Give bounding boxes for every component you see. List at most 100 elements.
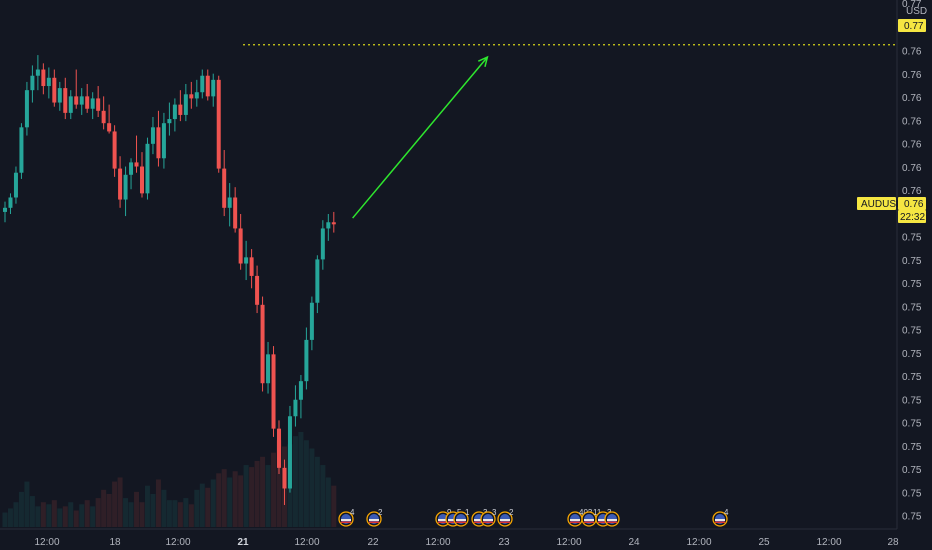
candle-body[interactable] <box>107 123 112 132</box>
candle-body[interactable] <box>123 174 128 200</box>
candle-body[interactable] <box>293 399 298 417</box>
time-axis[interactable]: 12:00 18 12:00 21 12:00 22 12:00 23 12:00 24 12:00… <box>34 537 899 548</box>
candle-body[interactable] <box>150 127 155 144</box>
price-axis-label: 0.75 <box>902 372 922 383</box>
candle-body[interactable] <box>46 77 51 87</box>
candle-body[interactable] <box>200 75 205 93</box>
time-axis-label: 12:00 <box>294 537 319 548</box>
candle-body[interactable] <box>233 197 238 229</box>
candle-body[interactable] <box>24 90 29 128</box>
candle-body[interactable] <box>3 207 7 212</box>
candle-body[interactable] <box>41 69 46 87</box>
price-axis-label: 0.75 <box>902 256 922 267</box>
candle-body[interactable] <box>145 143 150 194</box>
volume-bar <box>106 493 112 527</box>
candle-body[interactable] <box>96 98 101 111</box>
candle-body[interactable] <box>282 467 287 489</box>
volume-bar <box>62 506 68 527</box>
candle-body[interactable] <box>19 127 24 173</box>
candle-body[interactable] <box>167 119 172 124</box>
volume-bar <box>292 436 298 527</box>
candle-body[interactable] <box>326 222 331 229</box>
candle-body[interactable] <box>161 123 166 159</box>
candle-body[interactable] <box>271 354 276 429</box>
candle-body[interactable] <box>79 96 84 105</box>
volume-bar <box>243 465 249 527</box>
volume-bar <box>303 440 309 527</box>
event-marker[interactable]: 1 <box>453 508 470 527</box>
svg-text:22:32: 22:32 <box>900 212 925 223</box>
volume-bar <box>123 498 129 527</box>
candle-body[interactable] <box>178 104 183 115</box>
event-count: 4 <box>350 508 355 517</box>
volume-bar <box>183 498 189 527</box>
time-axis-label: 12:00 <box>34 537 59 548</box>
candle-body[interactable] <box>222 168 227 208</box>
candle-body[interactable] <box>30 75 35 91</box>
candle-body[interactable] <box>287 416 292 489</box>
candle-body[interactable] <box>8 197 13 208</box>
event-marker[interactable]: 3 <box>480 508 497 527</box>
candle-body[interactable] <box>266 354 271 384</box>
volume-bar <box>128 502 134 527</box>
event-marker[interactable]: 2 <box>497 508 514 527</box>
candle-body[interactable] <box>211 79 216 97</box>
candle-body[interactable] <box>101 110 106 124</box>
currency-label: USD <box>906 6 927 17</box>
time-axis-label: 12:00 <box>686 537 711 548</box>
candle-body[interactable] <box>244 257 249 264</box>
candle-body[interactable] <box>304 339 309 382</box>
candle-body[interactable] <box>309 302 314 340</box>
event-marker[interactable]: 11 <box>581 508 602 527</box>
time-axis-label: 12:00 <box>425 537 450 548</box>
last-price-tag: 0.76 <box>898 197 926 210</box>
candle-body[interactable] <box>216 79 221 169</box>
candle-body[interactable] <box>331 222 336 225</box>
candle-body[interactable] <box>57 88 62 103</box>
candle-body[interactable] <box>172 104 177 120</box>
candle-body[interactable] <box>13 172 18 198</box>
candle-body[interactable] <box>68 96 73 113</box>
candle-body[interactable] <box>315 259 320 303</box>
candle-body[interactable] <box>260 304 265 384</box>
candle-body[interactable] <box>112 131 117 169</box>
candle-body[interactable] <box>140 166 144 194</box>
event-marker[interactable]: 4 <box>712 508 729 527</box>
volume-bar <box>35 506 41 527</box>
candle-body[interactable] <box>205 75 210 97</box>
candle-body[interactable] <box>227 197 232 208</box>
candle-body[interactable] <box>134 162 139 167</box>
time-axis-label: 21 <box>237 537 249 548</box>
time-axis-label: 25 <box>758 537 770 548</box>
candle-body[interactable] <box>183 94 188 115</box>
candle-body[interactable] <box>118 168 123 200</box>
candle-body[interactable] <box>320 228 325 260</box>
candle-body[interactable] <box>63 88 68 113</box>
candlesticks[interactable] <box>3 55 336 505</box>
candle-body[interactable] <box>35 69 40 76</box>
candle-body[interactable] <box>249 257 254 276</box>
event-marker[interactable]: 4 <box>338 508 355 527</box>
candle-body[interactable] <box>90 98 95 109</box>
event-marker[interactable]: 2 <box>366 508 383 527</box>
event-marker[interactable] <box>604 511 620 527</box>
candle-body[interactable] <box>255 275 260 305</box>
candle-body[interactable] <box>156 127 161 159</box>
candle-body[interactable] <box>277 428 281 468</box>
candle-body[interactable] <box>194 92 199 99</box>
candle-body[interactable] <box>238 228 243 264</box>
volume-bar <box>139 502 145 527</box>
projection-arrow[interactable] <box>352 55 489 219</box>
price-axis-label: 0.76 <box>902 140 922 151</box>
candle-body[interactable] <box>129 162 134 175</box>
candle-body[interactable] <box>52 77 57 103</box>
volume-bar <box>24 481 30 527</box>
volume-bar <box>188 504 194 527</box>
candle-body[interactable] <box>74 96 79 105</box>
event-count: 2 <box>378 508 383 517</box>
candle-body[interactable] <box>85 96 90 109</box>
candle-body[interactable] <box>189 94 194 99</box>
economic-events[interactable]: 429513324031134 <box>338 508 729 527</box>
candle-body[interactable] <box>298 381 303 400</box>
